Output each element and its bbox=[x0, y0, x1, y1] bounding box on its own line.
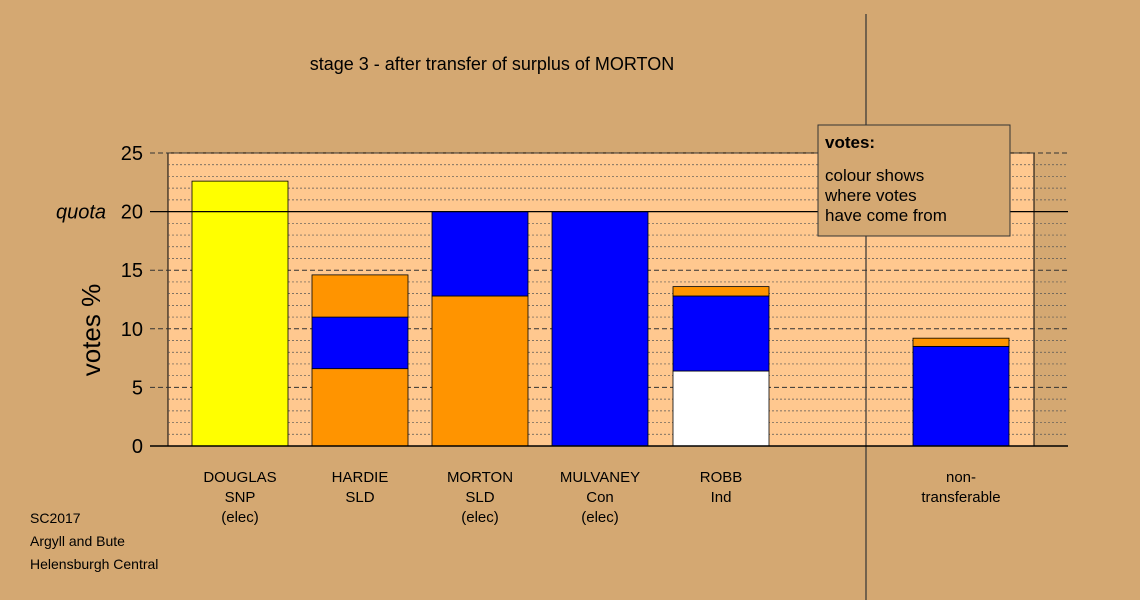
candidate-labels: DOUGLAS SNP (elec) HARDIE SLD MORTON SLD (elec)… bbox=[203, 469, 1000, 526]
nontransferable-party: transferable bbox=[921, 489, 1000, 506]
chart-title: stage 3 - after transfer of surplus of M… bbox=[310, 54, 674, 74]
legend-title: votes: bbox=[825, 133, 875, 152]
footer-ward: Helensburgh Central bbox=[30, 556, 158, 572]
candidate-mulvaney-bar-segment bbox=[551, 211, 649, 447]
candidate-morton-status: (elec) bbox=[461, 509, 499, 526]
candidate-mulvaney-status: (elec) bbox=[581, 509, 619, 526]
footer-council: Argyll and Bute bbox=[30, 533, 125, 549]
nontransferable-bar-segment bbox=[912, 345, 1010, 447]
y-tick-label: 15 bbox=[121, 260, 143, 282]
candidate-douglas-party: SNP bbox=[225, 489, 256, 506]
candidate-morton-bar-segment bbox=[431, 295, 529, 447]
bars bbox=[191, 180, 1010, 447]
y-tick-label: 10 bbox=[121, 319, 143, 341]
candidate-robb-bar-segment bbox=[672, 286, 770, 297]
footer-info: SC2017 Argyll and Bute Helensburgh Centr… bbox=[30, 510, 158, 572]
candidate-hardie-bar-segment bbox=[311, 368, 409, 447]
nontransferable-bar-segment bbox=[912, 337, 1010, 347]
candidate-morton-bar-segment bbox=[431, 211, 529, 297]
candidate-morton-name: MORTON bbox=[447, 469, 513, 486]
legend-box: votes: colour shows where votes have com… bbox=[817, 124, 1011, 237]
candidate-hardie-party: SLD bbox=[345, 489, 374, 506]
candidate-hardie-name: HARDIE bbox=[332, 469, 389, 486]
footer-election: SC2017 bbox=[30, 510, 81, 526]
y-tick-label: 25 bbox=[121, 143, 143, 165]
legend-line: where votes bbox=[824, 186, 917, 205]
candidate-mulvaney-party: Con bbox=[586, 489, 614, 506]
candidate-robb-name: ROBB bbox=[700, 469, 743, 486]
candidate-mulvaney-name: MULVANEY bbox=[560, 469, 640, 486]
candidate-douglas-bar-segment bbox=[191, 180, 289, 447]
y-tick-label: 0 bbox=[132, 436, 143, 458]
candidate-robb-bar-segment bbox=[672, 295, 770, 372]
legend-line: colour shows bbox=[825, 166, 924, 185]
quota-label: quota bbox=[56, 202, 106, 224]
y-axis-ticks: 0 5 10 15 20 25 bbox=[121, 143, 143, 458]
y-axis-label: votes % bbox=[76, 284, 106, 377]
legend-line: have come from bbox=[825, 206, 947, 225]
y-tick-label: 20 bbox=[121, 202, 143, 224]
candidate-hardie-bar-segment bbox=[311, 274, 409, 318]
legend-background bbox=[817, 124, 1011, 237]
candidate-robb-party: Ind bbox=[711, 489, 732, 506]
candidate-morton-party: SLD bbox=[465, 489, 494, 506]
candidate-hardie-bar-segment bbox=[311, 316, 409, 370]
nontransferable-name: non- bbox=[946, 469, 976, 486]
candidate-douglas-name: DOUGLAS bbox=[203, 469, 276, 486]
candidate-douglas-status: (elec) bbox=[221, 509, 259, 526]
y-tick-label: 5 bbox=[132, 377, 143, 399]
candidate-robb-bar-segment bbox=[672, 370, 770, 447]
